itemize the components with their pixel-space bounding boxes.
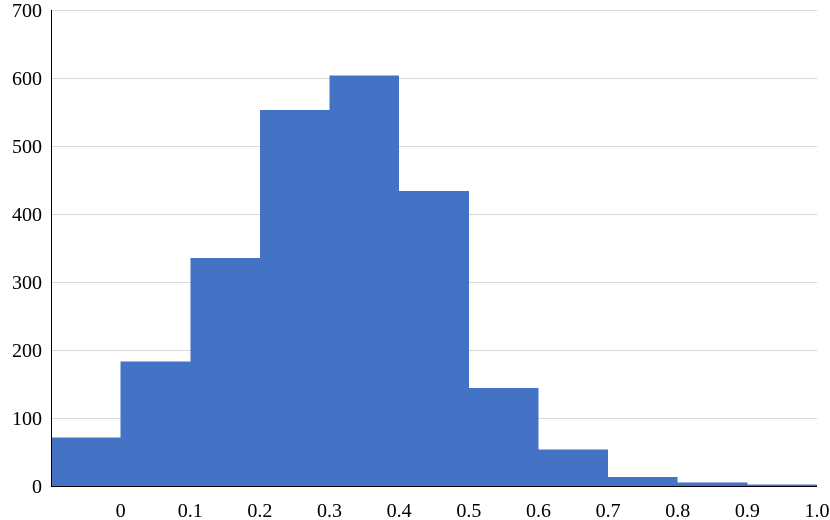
x-tick-label-1.0: 1.0 bbox=[805, 500, 830, 520]
x-tick-label-0.8: 0.8 bbox=[665, 500, 690, 520]
histogram-bar-1 bbox=[120, 361, 191, 486]
x-tick-label-0.2: 0.2 bbox=[247, 500, 272, 520]
histogram-bar-7 bbox=[538, 449, 609, 486]
y-tick-labels: 0 100 200 300 400 500 600 700 bbox=[12, 0, 42, 498]
x-tick-label-0.3: 0.3 bbox=[317, 500, 342, 520]
histogram-bar-0 bbox=[51, 437, 121, 486]
histogram-bar-10 bbox=[747, 484, 817, 486]
y-tick-label-400: 400 bbox=[12, 204, 42, 226]
x-tick-label-0.1: 0.1 bbox=[178, 500, 203, 520]
histogram-bar-4 bbox=[329, 75, 400, 486]
y-tick-label-200: 200 bbox=[12, 340, 42, 362]
x-tick-label-0.5: 0.5 bbox=[456, 500, 481, 520]
histogram-bar-8 bbox=[608, 477, 678, 486]
histogram-bar-5 bbox=[399, 190, 469, 486]
histogram-bar-3 bbox=[259, 109, 330, 487]
histogram-bar-6 bbox=[468, 388, 539, 486]
x-tick-label-0.9: 0.9 bbox=[735, 500, 760, 520]
y-tick-label-300: 300 bbox=[12, 272, 42, 294]
y-tick-label-500: 500 bbox=[12, 136, 42, 158]
x-tick-label-0.4: 0.4 bbox=[387, 500, 412, 520]
y-tick-label-0: 0 bbox=[32, 476, 42, 498]
y-tick-label-600: 600 bbox=[12, 68, 42, 90]
x-tick-label-0.7: 0.7 bbox=[596, 500, 621, 520]
histogram-bar-2 bbox=[190, 258, 260, 486]
axes bbox=[51, 10, 817, 487]
histogram-bars bbox=[51, 75, 817, 487]
histogram-bar-9 bbox=[677, 482, 748, 486]
x-tick-label-0: 0 bbox=[116, 500, 126, 520]
x-tick-label-0.6: 0.6 bbox=[526, 500, 551, 520]
y-tick-label-100: 100 bbox=[12, 408, 42, 430]
x-tick-labels: 0 0.1 0.2 0.3 0.4 0.5 0.6 0.7 0.8 0.9 1.0 bbox=[116, 500, 830, 520]
y-tick-label-700: 700 bbox=[12, 0, 42, 22]
